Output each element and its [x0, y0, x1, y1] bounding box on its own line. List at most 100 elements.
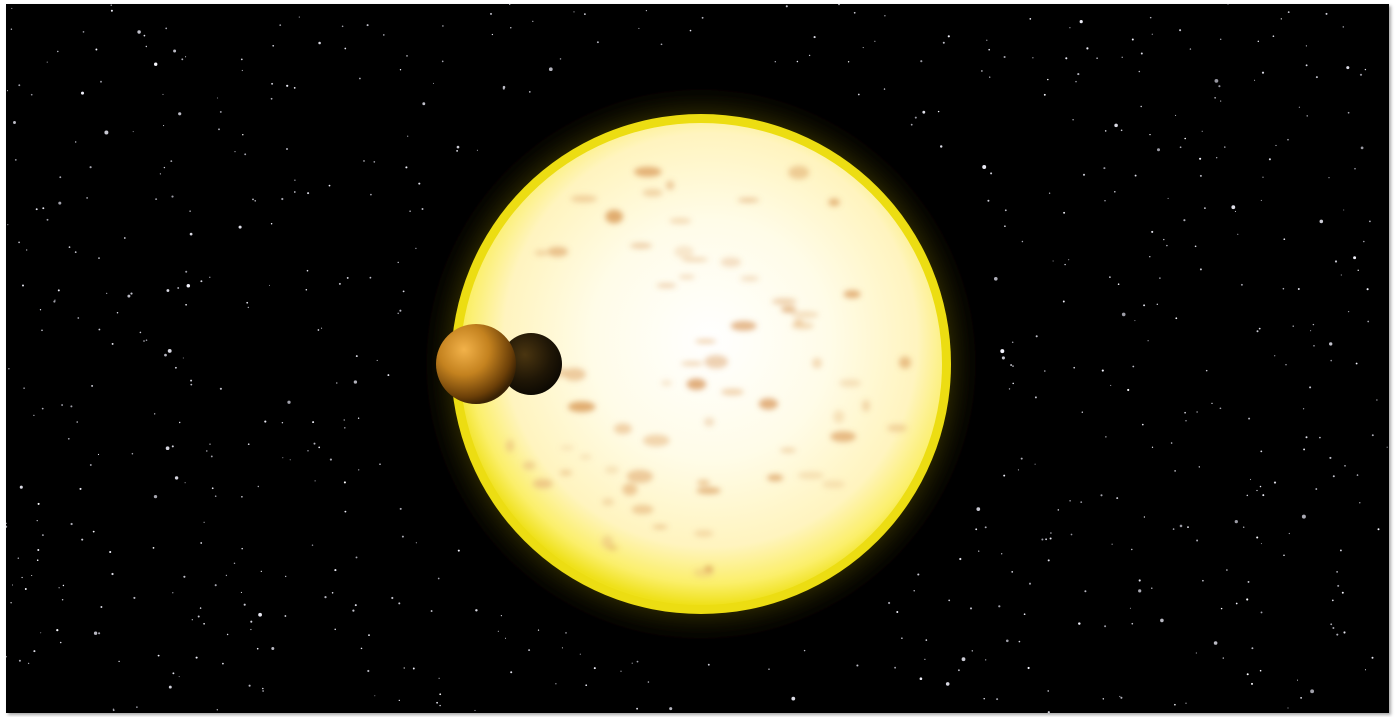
- sunspot: [791, 311, 819, 319]
- star-dot: [1035, 335, 1038, 338]
- star-dot: [1073, 366, 1076, 369]
- star-dot: [1114, 123, 1118, 128]
- star-dot: [1355, 362, 1358, 365]
- star-dot: [1129, 607, 1131, 609]
- star-dot: [856, 664, 859, 667]
- star-dot: [1023, 613, 1026, 616]
- star-dot: [262, 687, 264, 690]
- star-dot: [286, 148, 288, 150]
- star-dot: [1246, 598, 1249, 601]
- star-dot: [1218, 85, 1221, 88]
- star-dot: [585, 684, 588, 687]
- star-dot: [172, 672, 175, 675]
- star-dot: [422, 102, 426, 106]
- star-dot: [660, 43, 663, 46]
- star-dot: [379, 463, 381, 466]
- sunspot: [601, 535, 613, 549]
- star-dot: [82, 31, 85, 33]
- star-dot: [910, 123, 913, 126]
- star-dot: [111, 572, 114, 576]
- star-dot: [346, 276, 349, 279]
- star-dot: [412, 667, 415, 670]
- star-dot: [241, 547, 243, 550]
- star-dot: [1101, 369, 1104, 372]
- star-dot: [1174, 470, 1176, 472]
- star-dot: [59, 176, 62, 179]
- star-dot: [1064, 263, 1066, 266]
- star-dot: [853, 11, 856, 14]
- star-dot: [311, 544, 314, 546]
- star-dot: [329, 458, 332, 461]
- star-dot: [901, 637, 903, 639]
- star-dot: [209, 443, 211, 445]
- star-dot: [206, 450, 208, 452]
- star-dot: [225, 574, 228, 577]
- sunspot: [730, 321, 757, 331]
- star-dot: [593, 667, 596, 670]
- star-dot: [957, 669, 960, 672]
- sunspot: [570, 195, 598, 203]
- sunspot: [631, 504, 654, 515]
- star-dot: [847, 61, 850, 63]
- star-dot: [343, 481, 346, 484]
- star-dot: [155, 198, 158, 201]
- star-dot: [988, 48, 991, 51]
- star-dot: [1069, 27, 1071, 29]
- star-dot: [489, 12, 493, 15]
- star-dot: [1366, 288, 1369, 291]
- star-dot: [1297, 288, 1300, 290]
- star-dot: [214, 584, 217, 587]
- star-dot: [97, 453, 100, 456]
- star-dot: [1111, 543, 1113, 545]
- star-dot: [41, 534, 44, 537]
- star-dot: [357, 417, 360, 419]
- star-dot: [178, 112, 182, 116]
- sunspot: [678, 274, 695, 279]
- star-dot: [537, 629, 540, 631]
- sunspot: [505, 439, 514, 453]
- star-dot: [474, 709, 476, 711]
- star-dot: [1347, 310, 1350, 313]
- star-dot: [405, 166, 408, 169]
- star-dot: [6, 525, 8, 528]
- star-dot: [669, 707, 673, 711]
- star-dot: [456, 145, 460, 149]
- star-dot: [256, 647, 259, 650]
- star-dot: [1131, 622, 1134, 625]
- star-dot: [438, 677, 440, 679]
- star-dot: [312, 421, 315, 424]
- star-dot: [510, 671, 513, 674]
- star-dot: [1328, 177, 1330, 179]
- star-dot: [1072, 119, 1074, 121]
- star-dot: [976, 507, 981, 511]
- star-dot: [1114, 190, 1116, 193]
- star-dot: [240, 591, 242, 593]
- star-dot: [441, 60, 444, 63]
- star-dot: [917, 573, 920, 576]
- star-dot: [403, 667, 405, 669]
- star-dot: [61, 404, 64, 406]
- star-dot: [139, 331, 142, 334]
- star-dot: [987, 199, 990, 202]
- star-dot: [1048, 192, 1051, 194]
- star-dot: [373, 161, 376, 163]
- star-dot: [975, 528, 978, 531]
- star-dot: [110, 4, 112, 6]
- star-dot: [1120, 129, 1123, 132]
- star-dot: [334, 569, 337, 572]
- star-dot: [307, 449, 309, 452]
- sunspot: [560, 445, 574, 451]
- star-dot: [502, 85, 506, 89]
- star-dot: [10, 602, 12, 604]
- star-dot: [1310, 330, 1312, 332]
- star-dot: [1347, 111, 1350, 114]
- star-dot: [1360, 146, 1364, 150]
- star-dot: [1332, 627, 1335, 629]
- star-dot: [184, 482, 186, 484]
- star-dot: [92, 530, 95, 533]
- star-dot: [110, 9, 113, 12]
- star-dot: [1237, 233, 1239, 235]
- star-dot: [1282, 287, 1285, 290]
- star-dot: [437, 577, 440, 580]
- star-dot: [573, 11, 575, 13]
